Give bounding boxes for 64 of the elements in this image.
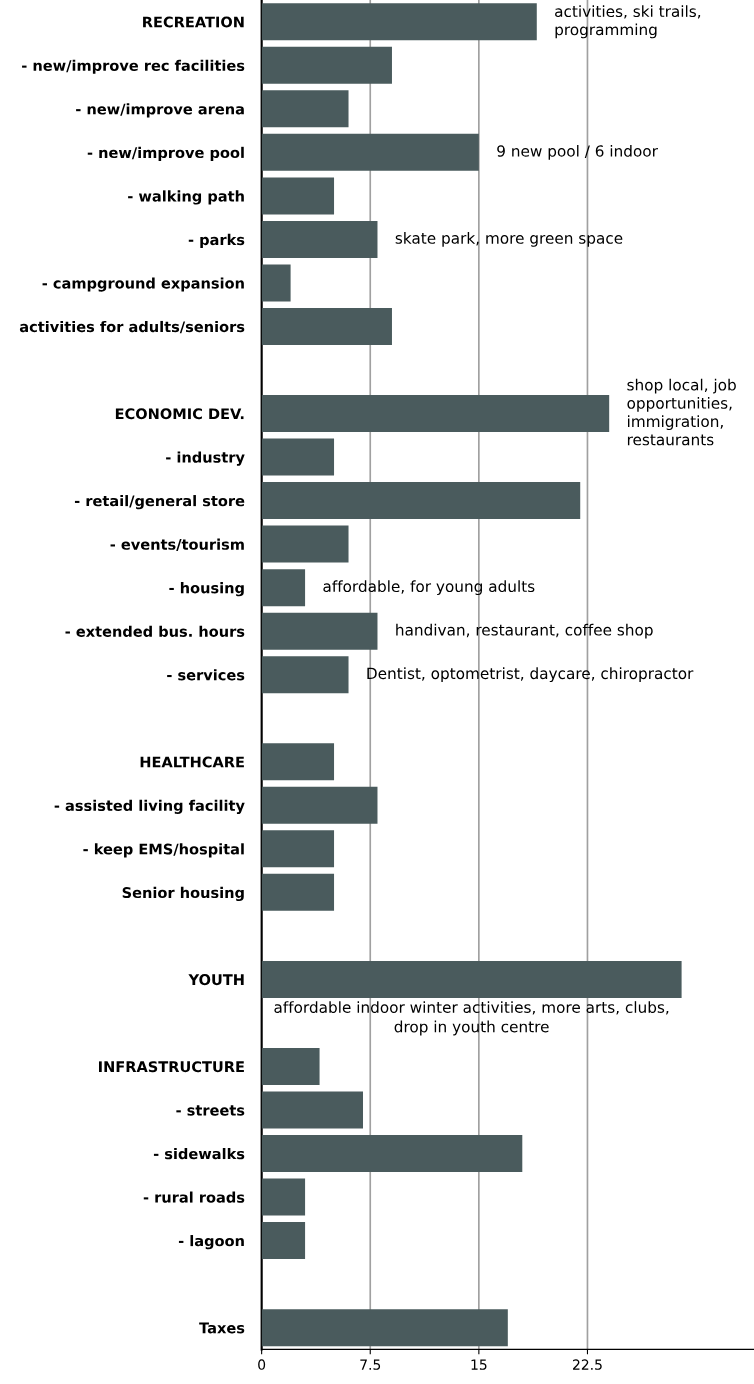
bar bbox=[261, 1091, 364, 1129]
y-tick-label: ECONOMIC DEV. bbox=[115, 408, 244, 420]
y-tick-label: - parks bbox=[188, 233, 245, 248]
y-tick-label: - lagoon bbox=[178, 1235, 244, 1250]
annotation: Dentist, optometrist, daycare, chiropractor bbox=[367, 667, 694, 683]
y-tick-label: - services bbox=[167, 669, 245, 681]
bar bbox=[261, 1135, 523, 1173]
bar bbox=[261, 438, 335, 476]
y-tick-label: - retail/general store bbox=[74, 495, 245, 510]
bar bbox=[261, 569, 306, 607]
annotation: handivan, restaurant, coffee shop bbox=[396, 623, 653, 639]
y-tick-label: - walking path bbox=[128, 190, 244, 205]
bar bbox=[261, 743, 335, 781]
bar bbox=[261, 786, 378, 824]
annotation: skate park, more green space bbox=[395, 232, 623, 247]
y-tick-label: - rural roads bbox=[143, 1191, 245, 1203]
bar bbox=[261, 830, 335, 868]
bar bbox=[261, 177, 335, 215]
annotation: 9 new pool / 6 indoor bbox=[497, 144, 658, 160]
y-tick-label: - new/improve arena bbox=[76, 103, 244, 118]
y-tick-label: Taxes bbox=[199, 1322, 245, 1334]
y-tick-label: - new/improve pool bbox=[87, 146, 244, 161]
y-tick-label: HEALTHCARE bbox=[140, 756, 244, 768]
y-tick-label: - keep EMS/hospital bbox=[83, 843, 244, 858]
y-tick-label: - campground expansion bbox=[42, 277, 244, 292]
bar bbox=[261, 656, 349, 694]
x-tick-label: 22.5 bbox=[573, 1359, 602, 1370]
y-tick-label: - housing bbox=[169, 582, 244, 597]
y-tick-label: - new/improve rec facilities bbox=[22, 59, 245, 74]
bar bbox=[261, 482, 581, 520]
bar bbox=[261, 220, 378, 258]
bar bbox=[261, 3, 537, 41]
bar bbox=[261, 1178, 306, 1216]
bar bbox=[261, 1047, 320, 1085]
bar bbox=[261, 960, 682, 998]
x-tick-label: 7.5 bbox=[360, 1359, 381, 1370]
y-tick-label: - extended bus. hours bbox=[65, 625, 245, 637]
annotation: shop local, job opportunities, immigration, restaurants bbox=[627, 378, 736, 446]
bar bbox=[261, 264, 291, 302]
annotation: affordable indoor winter activities, more arts, clubs, drop in youth centre bbox=[274, 1001, 669, 1036]
y-tick-label: - sidewalks bbox=[153, 1147, 245, 1160]
x-tick-label: 15 bbox=[471, 1359, 487, 1370]
y-tick-label: INFRASTRUCTURE bbox=[99, 1061, 244, 1073]
y-tick-label: - industry bbox=[166, 451, 245, 466]
bar bbox=[261, 46, 392, 84]
bar bbox=[261, 1309, 508, 1347]
bar bbox=[261, 612, 378, 650]
y-tick-label: - streets bbox=[176, 1105, 245, 1116]
y-tick-label: RECREATION bbox=[143, 16, 244, 28]
y-tick-label: Senior housing bbox=[122, 886, 244, 902]
y-tick-label: - assisted living facility bbox=[54, 799, 245, 814]
annotation: affordable, for young adults bbox=[323, 580, 535, 596]
y-tick-label: YOUTH bbox=[188, 974, 244, 986]
annotation: activities, ski trails, programming bbox=[555, 5, 701, 39]
bar bbox=[261, 307, 392, 345]
bar bbox=[261, 1222, 306, 1260]
bar bbox=[261, 133, 479, 171]
y-tick-label: activities for adults/seniors bbox=[19, 320, 245, 334]
bar bbox=[261, 90, 349, 128]
bar bbox=[261, 395, 610, 433]
y-tick-label: - events/tourism bbox=[110, 538, 244, 552]
x-tick-label: 0 bbox=[258, 1359, 266, 1370]
bar bbox=[261, 525, 349, 563]
bar bbox=[261, 873, 335, 911]
